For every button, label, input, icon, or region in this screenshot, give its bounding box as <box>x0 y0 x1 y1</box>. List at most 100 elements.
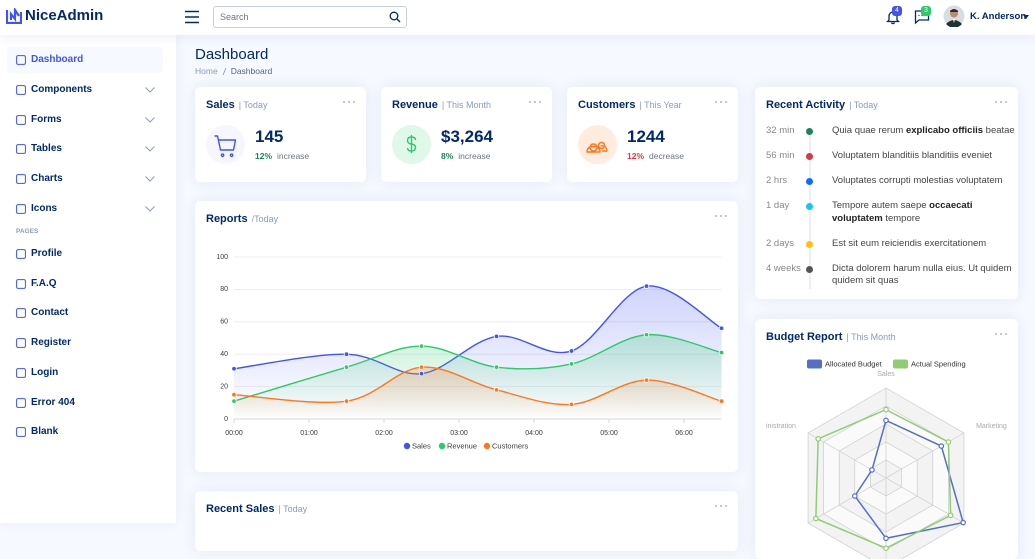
nav-label: Blank <box>31 419 58 445</box>
activity-text-part: beatae <box>983 125 1015 136</box>
series-marker <box>569 402 574 407</box>
activity-text-part: Dicta dolorem harum nulla eius. Ut quide… <box>832 263 1012 287</box>
stat-icon <box>206 125 245 164</box>
activity-time: 4 weeks <box>766 263 809 288</box>
radar-marker <box>884 418 888 422</box>
search-box[interactable]: Search <box>213 6 407 28</box>
messages-badge: 3 <box>921 6 931 16</box>
nav-item[interactable]: Profile <box>7 241 163 267</box>
stat-value: 1244 <box>627 127 665 147</box>
nav-icon <box>16 308 26 318</box>
series-marker <box>232 366 237 371</box>
stat-change-text: decrease <box>649 151 684 161</box>
radar-marker <box>814 516 818 520</box>
activity-badge <box>806 178 813 185</box>
nav-item[interactable]: Tables <box>7 136 163 162</box>
nav-chevron <box>145 146 155 152</box>
x-tick-label: 02:00 <box>375 430 393 437</box>
nav-label: Login <box>31 360 58 386</box>
page-title: Dashboard <box>195 46 268 63</box>
stat-card: Customers| This Year124412%decrease <box>567 87 738 182</box>
card-menu[interactable] <box>342 99 356 105</box>
stat-change-value: 8% <box>441 151 453 161</box>
legend-item[interactable]: Sales <box>404 441 431 450</box>
card-filter: | This Month <box>442 100 491 110</box>
reports-chart: 02040608010000:0001:0002:0003:0004:0005:… <box>195 201 738 472</box>
card-filter: | Today <box>849 100 878 110</box>
activity-item: 2 hrsVoluptates corrupti molestias volup… <box>766 175 1018 200</box>
nav-label: Profile <box>31 241 62 267</box>
menu-dot <box>725 505 727 507</box>
nav-item[interactable]: Charts <box>7 166 163 192</box>
legend-marker <box>439 443 445 449</box>
search-icon[interactable] <box>389 11 401 23</box>
series-marker <box>419 371 424 376</box>
card-menu[interactable] <box>714 99 728 105</box>
avatar[interactable] <box>943 5 965 27</box>
reports-card: Reports/Today02040608010000:0001:0002:00… <box>195 201 738 472</box>
legend-label: Revenue <box>447 441 477 450</box>
breadcrumb-item[interactable]: Home <box>195 66 218 76</box>
nav-item[interactable]: Blank <box>7 419 163 445</box>
series-marker <box>569 362 574 367</box>
legend-item[interactable]: Revenue <box>439 441 477 450</box>
nav-label: Tables <box>31 136 62 162</box>
card-filter: | This Year <box>639 100 681 110</box>
nav-icon-shape <box>17 428 26 437</box>
user-name[interactable]: K. Anderson <box>970 11 1026 22</box>
nav-item[interactable]: Error 404 <box>7 390 163 416</box>
legend-label: Allocated Budget <box>825 359 883 368</box>
nav-item[interactable]: Dashboard <box>7 47 163 73</box>
activity-text: Voluptates corrupti molestias voluptatem <box>832 175 1018 188</box>
nav-item[interactable]: Register <box>7 330 163 356</box>
activity-text: Est sit eum reiciendis exercitationem <box>832 238 1018 251</box>
nav-item[interactable]: Forms <box>7 107 163 133</box>
menu-toggle[interactable] <box>184 10 200 24</box>
nav-label: F.A.Q <box>31 271 57 297</box>
series-marker <box>569 349 574 354</box>
nav-item[interactable]: Login <box>7 360 163 386</box>
user-caret[interactable] <box>1023 15 1029 19</box>
card-title: Recent Sales| Today <box>206 503 307 515</box>
nav-label: Register <box>31 330 71 356</box>
legend-item[interactable]: Allocated Budget <box>807 359 883 368</box>
menu-dot <box>1000 101 1002 103</box>
nav-item[interactable]: Contact <box>7 300 163 326</box>
activity-badge <box>806 266 813 273</box>
nav-item[interactable]: Icons <box>7 196 163 222</box>
radar-marker <box>816 437 820 441</box>
card-menu[interactable] <box>714 503 728 509</box>
nav-label: Components <box>31 77 92 103</box>
menu-dot <box>715 101 717 103</box>
card-title: Sales| Today <box>206 99 267 111</box>
activity-time: 2 days <box>766 238 809 251</box>
menu-dot <box>353 101 355 103</box>
brand[interactable]: NiceAdmin <box>25 7 103 24</box>
activity-badge-cell <box>809 175 832 188</box>
search-placeholder: Search <box>220 12 249 22</box>
activity-text-part: Voluptates corrupti molestias voluptatem <box>832 175 1003 186</box>
card-menu[interactable] <box>528 99 542 105</box>
radar-label: inistration <box>766 423 796 430</box>
legend-item[interactable]: Actual Spending <box>893 359 966 368</box>
activity-badge-cell <box>809 263 832 288</box>
series-marker <box>644 284 649 289</box>
activity-text-part: Voluptatem blanditiis blanditiis eveniet <box>832 150 992 161</box>
nav-icon-shape <box>17 398 26 407</box>
menu-dot <box>529 101 531 103</box>
card-menu[interactable] <box>994 99 1008 105</box>
nav-icon <box>16 427 26 437</box>
activity-text-bold: explicabo officiis <box>906 125 983 136</box>
stat-change-value: 12% <box>627 151 644 161</box>
breadcrumb-item: Dashboard <box>231 66 273 76</box>
nav-item[interactable]: F.A.Q <box>7 271 163 297</box>
activity-text-part: Quia quae rerum <box>832 125 906 136</box>
nav-item[interactable]: Components <box>7 77 163 103</box>
y-tick-label: 20 <box>220 383 228 390</box>
activity-card: Recent Activity| Today32 minQuia quae re… <box>755 87 1018 299</box>
header: NiceAdmin Search 4 3 K. Anderson <box>0 0 1035 35</box>
activity-time: 1 day <box>766 200 809 225</box>
y-tick-label: 40 <box>220 351 228 358</box>
logo-icon <box>6 8 22 24</box>
legend-item[interactable]: Customers <box>484 441 529 450</box>
